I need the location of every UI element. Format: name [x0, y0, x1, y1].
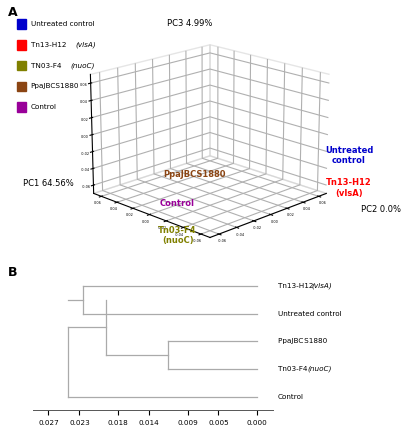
Text: (nuoC): (nuoC) [70, 62, 95, 69]
Text: TN03-F4: TN03-F4 [31, 63, 63, 69]
Text: B: B [8, 266, 18, 279]
Text: PC3 4.99%: PC3 4.99% [167, 19, 213, 28]
Text: Control: Control [31, 104, 57, 110]
Text: PpaJBC S1880: PpaJBC S1880 [278, 338, 327, 344]
Text: (vlsA): (vlsA) [75, 41, 96, 48]
Text: Control: Control [160, 199, 195, 207]
Text: Tn13-H12: Tn13-H12 [278, 283, 315, 289]
Text: Untreated
control: Untreated control [325, 146, 373, 165]
Text: Untreated control: Untreated control [31, 21, 94, 27]
Text: A: A [8, 6, 18, 19]
Text: Tn03-F4
(nuoC): Tn03-F4 (nuoC) [158, 226, 197, 245]
Text: Untreated control: Untreated control [278, 311, 341, 317]
Text: Tn13-H12
(vlsA): Tn13-H12 (vlsA) [326, 178, 372, 197]
Text: PpaJBCS1880: PpaJBCS1880 [163, 171, 225, 179]
Text: PC2 0.0%: PC2 0.0% [361, 205, 401, 214]
Text: Tn13-H12: Tn13-H12 [31, 42, 68, 48]
Text: (nuoC): (nuoC) [307, 365, 332, 372]
Text: PC1 64.56%: PC1 64.56% [23, 179, 74, 188]
Text: (vlsA): (vlsA) [311, 283, 332, 289]
Text: Tn03-F4: Tn03-F4 [278, 366, 309, 372]
Text: Control: Control [278, 394, 304, 400]
Text: PpaJBCS1880: PpaJBCS1880 [31, 83, 79, 89]
